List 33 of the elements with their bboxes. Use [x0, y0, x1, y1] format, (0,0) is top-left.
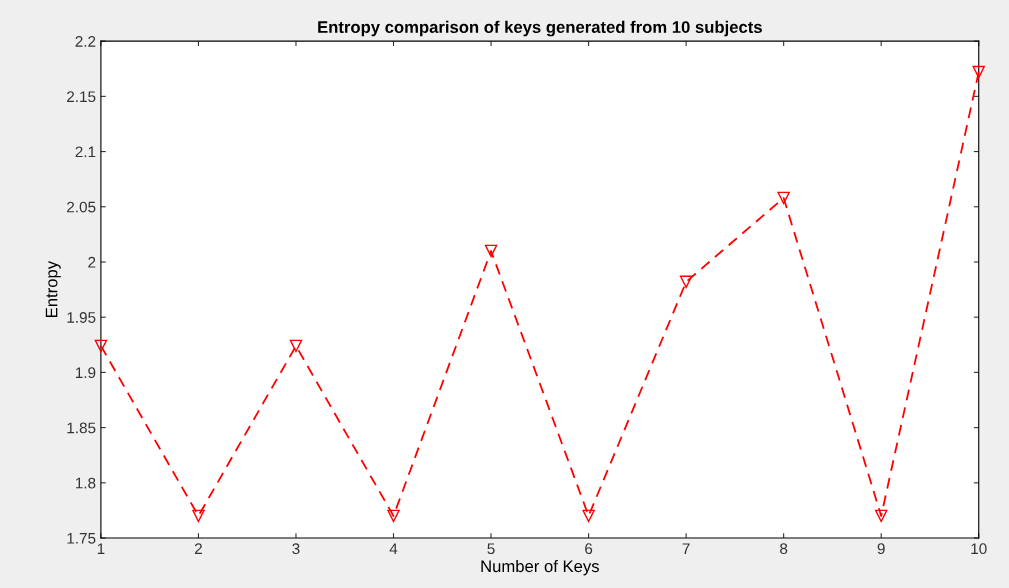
x-tick-label: 10: [971, 543, 987, 555]
y-tick-label: 2.15: [67, 91, 96, 103]
point: [484, 244, 498, 258]
x-tick-label: 1: [97, 543, 105, 554]
point: [777, 191, 790, 205]
y-tick-label: 2.1: [75, 146, 96, 158]
x-tick-label: 9: [877, 543, 885, 555]
y-tick-label: 2.05: [67, 201, 96, 213]
point: [387, 509, 400, 523]
y-tick-label: 1.9: [75, 367, 96, 379]
y-tick-label: 1.85: [67, 422, 96, 434]
x-axis-title: Number of Keys: [481, 559, 599, 576]
x-tick-label: 8: [780, 543, 788, 555]
y-tick-label: 1.75: [67, 533, 96, 544]
point: [94, 339, 108, 353]
point: [874, 509, 888, 523]
x-tick-label: 4: [389, 543, 398, 554]
y-tick-label: 2: [88, 256, 96, 268]
y-axis-title: Entropy: [45, 260, 61, 317]
y-tick-label: 1.8: [75, 477, 96, 489]
x-tick-label: 7: [682, 543, 690, 554]
x-tick-label: 6: [585, 543, 593, 555]
point: [972, 65, 985, 79]
point: [192, 509, 205, 523]
x-tick-label: 3: [292, 543, 300, 555]
point: [289, 339, 303, 353]
x-tick-label: 5: [487, 543, 495, 555]
y-tick-label: 2.2: [75, 36, 96, 47]
x-tick-label: 2: [194, 543, 202, 554]
point: [582, 509, 595, 523]
chart-title: Entropy comparison of keys generated from 10 subjects: [318, 20, 762, 37]
point: [679, 275, 693, 289]
y-tick-label: 1.95: [67, 312, 96, 323]
